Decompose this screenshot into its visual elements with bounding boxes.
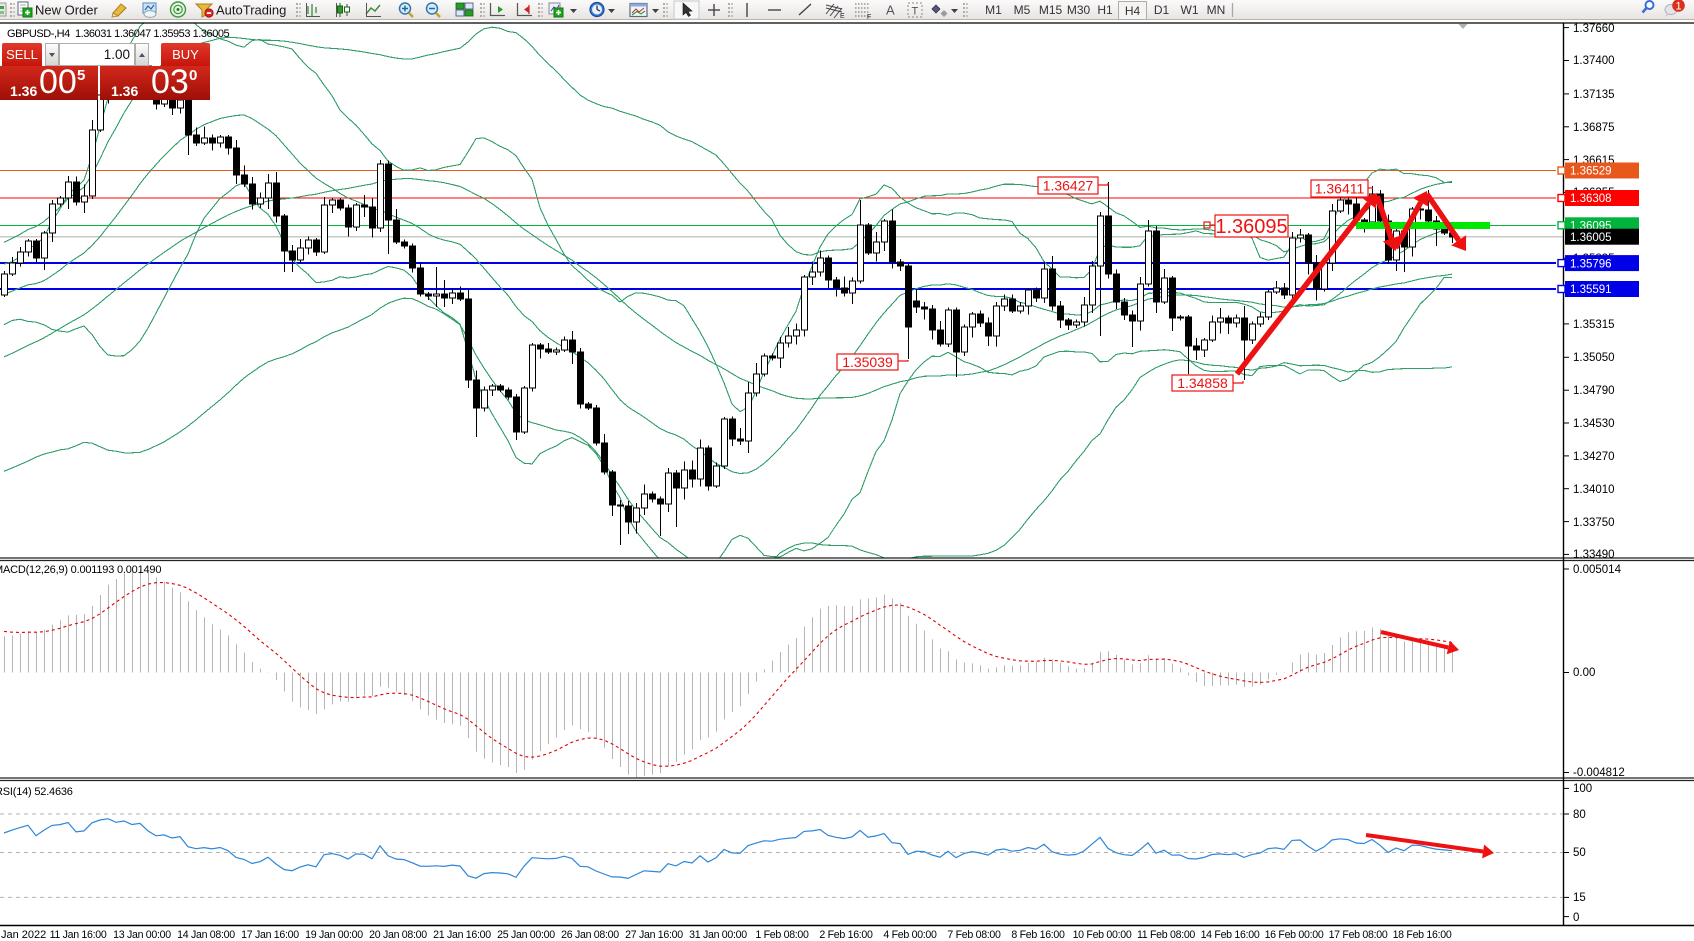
svg-text:11 Feb 08:00: 11 Feb 08:00 — [1137, 929, 1195, 941]
svg-text:1.34010: 1.34010 — [1573, 484, 1615, 496]
svg-text:1.37400: 1.37400 — [1573, 55, 1615, 67]
svg-text:17 Feb 08:00: 17 Feb 08:00 — [1329, 929, 1388, 941]
svg-text:1.36529: 1.36529 — [1570, 166, 1612, 178]
svg-text:1.34790: 1.34790 — [1573, 385, 1615, 397]
svg-text:14 Jan 08:00: 14 Jan 08:00 — [177, 929, 235, 941]
svg-text:GBPUSD-,H4 1.36031 1.36047 1.: GBPUSD-,H4 1.36031 1.36047 1.35953 1.360… — [7, 28, 230, 40]
svg-text:1: 1 — [1675, 1, 1681, 13]
svg-text:1.37135: 1.37135 — [1573, 89, 1615, 101]
svg-text:1.34858: 1.34858 — [1177, 375, 1228, 391]
svg-text:2 Feb 16:00: 2 Feb 16:00 — [819, 929, 873, 941]
svg-text:80: 80 — [1573, 809, 1586, 821]
svg-text:1.34530: 1.34530 — [1573, 418, 1615, 430]
svg-text:15: 15 — [1573, 892, 1586, 904]
svg-text:1.37660: 1.37660 — [1573, 23, 1615, 35]
svg-text:25 Jan 00:00: 25 Jan 00:00 — [497, 929, 555, 941]
svg-text:100: 100 — [1573, 783, 1592, 795]
svg-text:21 Jan 16:00: 21 Jan 16:00 — [433, 929, 491, 941]
svg-text:0.005014: 0.005014 — [1573, 564, 1622, 576]
svg-text:1.35050: 1.35050 — [1573, 352, 1615, 364]
svg-text:New Order: New Order — [35, 3, 99, 18]
svg-text:1.34270: 1.34270 — [1573, 451, 1615, 463]
svg-text:13 Jan 00:00: 13 Jan 00:00 — [113, 929, 171, 941]
svg-text:1.33490: 1.33490 — [1573, 549, 1615, 561]
svg-text:1.35591: 1.35591 — [1570, 284, 1612, 296]
svg-text:1.35796: 1.35796 — [1570, 258, 1612, 270]
svg-text:16 Feb 00:00: 16 Feb 00:00 — [1265, 929, 1324, 941]
svg-text:26 Jan 08:00: 26 Jan 08:00 — [561, 929, 619, 941]
svg-text:Jan 2022: Jan 2022 — [1, 929, 46, 941]
svg-text:17 Jan 16:00: 17 Jan 16:00 — [241, 929, 299, 941]
svg-text:20 Jan 08:00: 20 Jan 08:00 — [369, 929, 427, 941]
svg-text:18 Feb 16:00: 18 Feb 16:00 — [1393, 929, 1452, 941]
svg-text:1.36005: 1.36005 — [1570, 232, 1612, 244]
svg-text:50: 50 — [1573, 847, 1586, 859]
svg-text:1 Feb 08:00: 1 Feb 08:00 — [755, 929, 809, 941]
svg-text:7 Feb 08:00: 7 Feb 08:00 — [947, 929, 1001, 941]
svg-text:F: F — [867, 14, 871, 20]
svg-text:10 Feb 00:00: 10 Feb 00:00 — [1073, 929, 1132, 941]
svg-text:1.36411: 1.36411 — [1315, 181, 1365, 197]
svg-text:11 Jan 16:00: 11 Jan 16:00 — [50, 929, 107, 941]
svg-text:0.00: 0.00 — [1573, 667, 1595, 679]
svg-text:4 Feb 00:00: 4 Feb 00:00 — [883, 929, 937, 941]
svg-text:0: 0 — [1573, 912, 1579, 924]
svg-text:T: T — [912, 6, 919, 18]
svg-text:27 Jan 16:00: 27 Jan 16:00 — [625, 929, 683, 941]
svg-text:14 Feb 16:00: 14 Feb 16:00 — [1201, 929, 1260, 941]
svg-text:MACD(12,26,9) 0.001193 0.00149: MACD(12,26,9) 0.001193 0.001490 — [0, 564, 161, 576]
svg-text:1.36875: 1.36875 — [1573, 122, 1615, 134]
svg-text:RSI(14) 52.4636: RSI(14) 52.4636 — [0, 786, 73, 798]
svg-text:E: E — [840, 13, 845, 20]
svg-text:1.36095: 1.36095 — [1215, 216, 1287, 238]
svg-text:1.36427: 1.36427 — [1043, 178, 1094, 194]
svg-text:AutoTrading: AutoTrading — [216, 3, 286, 18]
svg-text:-0.004812: -0.004812 — [1573, 767, 1625, 779]
svg-text:31 Jan 00:00: 31 Jan 00:00 — [689, 929, 747, 941]
svg-text:1.36308: 1.36308 — [1570, 193, 1612, 205]
svg-text:A: A — [886, 3, 895, 18]
svg-text:1.33750: 1.33750 — [1573, 517, 1615, 529]
svg-text:1.35315: 1.35315 — [1573, 319, 1615, 331]
svg-text:8 Feb 16:00: 8 Feb 16:00 — [1011, 929, 1065, 941]
svg-text:19 Jan 00:00: 19 Jan 00:00 — [305, 929, 363, 941]
svg-text:1.35039: 1.35039 — [842, 354, 893, 370]
